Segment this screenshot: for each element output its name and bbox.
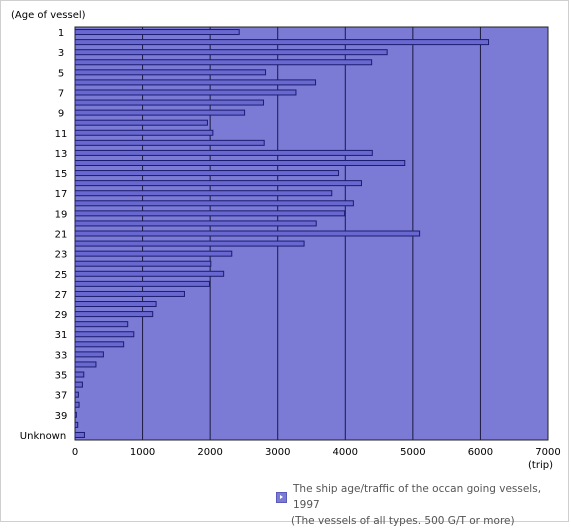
bar-age-30	[74, 321, 129, 328]
y-tick-label: 25	[55, 270, 68, 281]
x-tick-label: 4000	[333, 447, 358, 458]
x-tick-label: 1000	[130, 447, 155, 458]
bar-age-27	[74, 290, 185, 297]
bar-age-14	[74, 159, 406, 166]
x-tick-label: 3000	[265, 447, 290, 458]
y-tick-label: 23	[55, 250, 68, 261]
y-tick-label: 17	[55, 189, 68, 200]
chart-legend: The ship age/traffic of the occan going …	[276, 481, 571, 529]
bar-age-37	[74, 391, 79, 398]
x-tick-label: 6000	[468, 447, 493, 458]
bar-age-11	[74, 129, 214, 136]
bar-age-31	[74, 331, 135, 338]
x-tick-labels: 0 1000 2000 3000 4000 5000 6000 7000	[72, 447, 561, 458]
y-tick-label: 39	[55, 411, 68, 422]
y-tick-label: 37	[55, 391, 68, 402]
y-tick-label: 7	[58, 88, 64, 99]
y-tick-label: 11	[55, 129, 68, 140]
x-tick-label: 2000	[197, 447, 222, 458]
bar-age-35	[74, 371, 85, 378]
y-tick-label: 13	[55, 149, 68, 160]
legend-title: The ship age/traffic of the occan going …	[293, 483, 542, 511]
bar-age-33	[74, 351, 104, 358]
y-tick-label: Unknown	[20, 431, 66, 442]
bar-age-25	[74, 270, 225, 277]
bar-age-10	[74, 119, 208, 126]
x-tick-label: 5000	[400, 447, 425, 458]
bar-age-24	[74, 260, 212, 267]
bar-age-2	[74, 39, 490, 46]
y-tick-label: 21	[55, 230, 68, 241]
y-tick-label: 31	[55, 330, 68, 341]
bar-age-29	[74, 311, 154, 318]
legend-marker-icon	[276, 491, 287, 503]
y-tick-label: 3	[58, 48, 64, 59]
bar-age-17	[74, 190, 333, 197]
bar-age-6	[74, 79, 317, 86]
bar-age-unknown	[74, 431, 85, 438]
bar-age-21	[74, 230, 421, 237]
bar-age-8	[74, 99, 265, 106]
bar-age-3	[74, 49, 388, 56]
bar-age-28	[74, 301, 157, 308]
y-tick-label: 33	[55, 350, 68, 361]
y-tick-labels: 13579111315171921232527293133353739Unkno…	[20, 28, 68, 442]
bar-age-36	[74, 381, 83, 388]
bar-age-15	[74, 170, 340, 177]
bar-age-13	[74, 149, 373, 156]
y-tick-label: 35	[55, 371, 68, 382]
y-axis-label: (Age of vessel)	[11, 10, 86, 21]
bars	[74, 29, 490, 438]
x-axis-label: (trip)	[528, 460, 553, 471]
y-tick-label: 15	[55, 169, 68, 180]
bar-age-4	[74, 59, 373, 66]
y-tick-label: 29	[55, 310, 68, 321]
bar-age-1	[74, 29, 240, 36]
bar-age-16	[74, 180, 362, 187]
bar-age-9	[74, 109, 246, 116]
bar-age-26	[74, 280, 210, 287]
bar-age-32	[74, 341, 125, 348]
bar-age-23	[74, 250, 233, 257]
bar-age-7	[74, 89, 297, 96]
y-tick-label: 9	[58, 109, 64, 120]
bar-age-40	[74, 421, 79, 428]
bar-age-34	[74, 361, 97, 368]
bar-age-38	[74, 401, 80, 408]
bar-age-39	[74, 411, 77, 418]
y-tick-label: 5	[58, 68, 64, 79]
x-tick-label: 7000	[535, 447, 560, 458]
bar-age-18	[74, 200, 354, 207]
bar-age-12	[74, 139, 265, 146]
y-tick-label: 19	[55, 209, 68, 220]
y-tick-label: 27	[55, 290, 68, 301]
y-tick-label: 1	[58, 28, 64, 39]
bar-age-5	[74, 69, 267, 76]
legend-subtitle: (The vessels of all types. 500 G/T or mo…	[291, 515, 515, 527]
bar-age-20	[74, 220, 317, 227]
x-tick-label: 0	[72, 447, 78, 458]
bar-age-22	[74, 240, 305, 247]
bar-age-19	[74, 210, 346, 217]
